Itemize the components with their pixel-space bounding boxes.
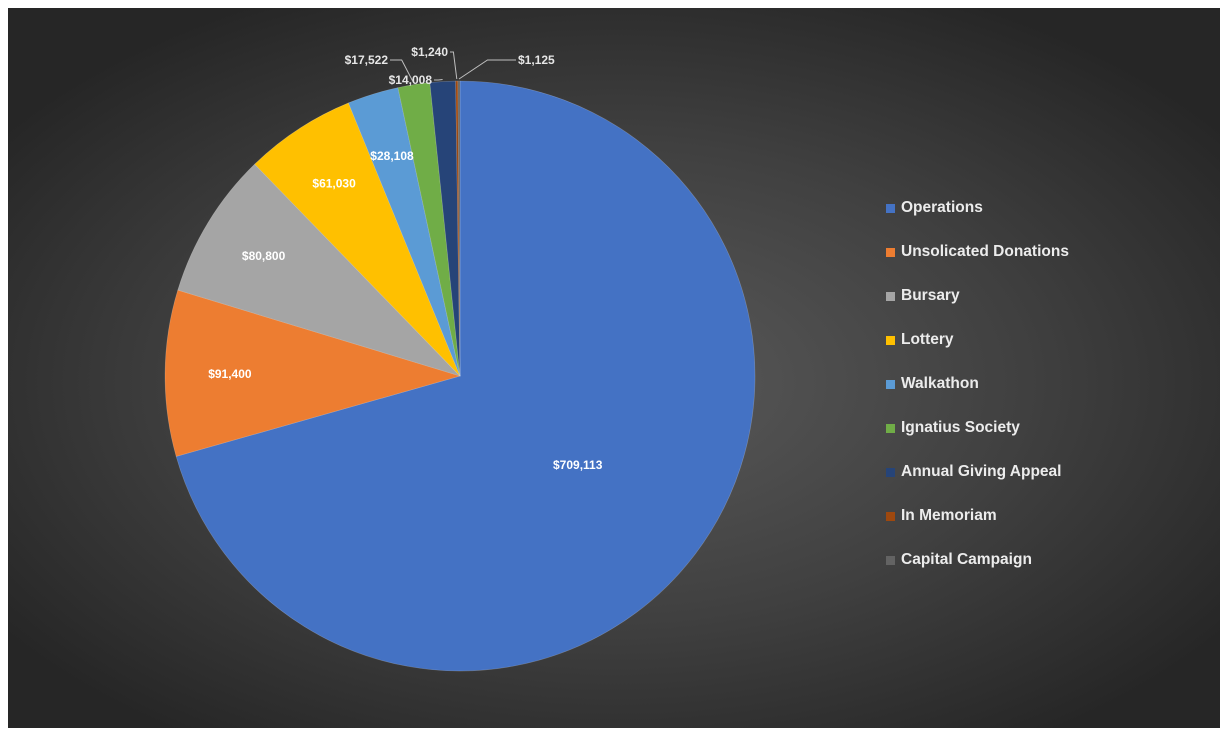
pie-slice-annual-giving-appeal [429, 80, 461, 377]
legend-item-ignatius-society: Ignatius Society [886, 406, 1069, 450]
legend-label: Operations [901, 199, 983, 216]
data-label-walkathon: $28,108 [370, 149, 414, 163]
legend-item-bursary: Bursary [886, 274, 1069, 318]
legend-label: Walkathon [901, 375, 979, 392]
legend-label: Capital Campaign [901, 551, 1032, 568]
pie-slice-in-memoriam [455, 80, 461, 377]
pie-slice-walkathon [348, 87, 461, 377]
leader-line-annual-giving-appeal [434, 79, 443, 81]
legend-swatch [886, 511, 895, 521]
legend-item-in-memoriam: In Memoriam [886, 494, 1069, 538]
pie-slice-lottery [254, 102, 461, 377]
legend-label: Annual Giving Appeal [901, 463, 1062, 480]
pie-slice-operations [175, 80, 756, 672]
legend-swatch [886, 203, 895, 213]
pie-chart: $709,113 $91,400 $80,800 $61,030 $28,108 $17,… [164, 45, 756, 672]
legend-item-walkathon: Walkathon [886, 362, 1069, 406]
data-label-in-memoriam: $1,240 [411, 45, 448, 59]
legend-swatch [886, 291, 895, 301]
legend: Operations Unsolicated Donations Bursary Lo… [886, 186, 1069, 582]
legend-item-operations: Operations [886, 186, 1069, 230]
data-label-unsolicated-donations: $91,400 [208, 367, 252, 381]
legend-label: Unsolicated Donations [901, 243, 1069, 260]
data-label-bursary: $80,800 [242, 249, 286, 263]
legend-label: In Memoriam [901, 507, 997, 524]
pie-slice-ignatius-society [397, 82, 461, 377]
legend-item-annual-giving-appeal: Annual Giving Appeal [886, 450, 1069, 494]
data-label-operations: $709,113 [553, 458, 603, 472]
legend-swatch [886, 467, 895, 477]
legend-item-unsolicated-donations: Unsolicated Donations [886, 230, 1069, 274]
legend-swatch [886, 379, 895, 389]
legend-swatch [886, 247, 895, 257]
data-label-capital-campaign: $1,125 [518, 53, 555, 67]
leader-line-ignatius-society [390, 59, 414, 83]
leader-line-capital-campaign [458, 59, 516, 80]
data-label-annual-giving-appeal: $14,008 [389, 73, 433, 87]
data-label-ignatius-society: $17,522 [345, 53, 389, 67]
pie-slice-bursary [177, 163, 462, 377]
legend-item-lottery: Lottery [886, 318, 1069, 362]
legend-swatch [886, 423, 895, 433]
legend-label: Ignatius Society [901, 419, 1020, 436]
leader-line-in-memoriam [450, 51, 458, 80]
pie-slice-capital-campaign [457, 80, 461, 377]
legend-label: Lottery [901, 331, 954, 348]
legend-item-capital-campaign: Capital Campaign [886, 538, 1069, 582]
legend-swatch [886, 555, 895, 565]
data-label-lottery: $61,030 [312, 176, 356, 190]
pie-slice-unsolicated-donations [164, 289, 462, 457]
legend-swatch [886, 335, 895, 345]
legend-label: Bursary [901, 287, 960, 304]
chart-area: $709,113 $91,400 $80,800 $61,030 $28,108 $17,… [8, 8, 1220, 728]
